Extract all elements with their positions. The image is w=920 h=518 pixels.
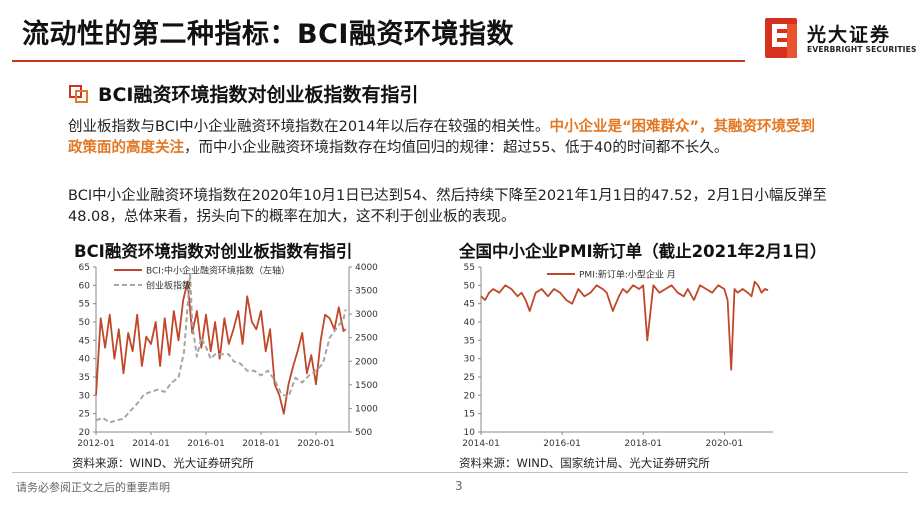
y-tick-label: 50 bbox=[464, 281, 476, 291]
footer-divider bbox=[12, 472, 908, 473]
y-right-tick-label: 3500 bbox=[355, 287, 378, 297]
y-tick-label: 20 bbox=[79, 428, 91, 438]
left-chart-heading: BCI融资环境指数对创业板指数有指引 bbox=[74, 242, 353, 261]
section-bullet-icon bbox=[69, 85, 88, 103]
paragraph-1-part1: 创业板指数与BCI中小企业融资环境指数在2014年以后存在较强的相关性。 bbox=[68, 119, 550, 135]
y-tick-label: 50 bbox=[79, 318, 91, 328]
pmi-chart: 10 15 20 25 30 35 40 45 50 55 2014-01 2016-01 2018-0… bbox=[462, 263, 773, 449]
y-right-tick-label: 4000 bbox=[355, 263, 378, 273]
x-tick-label: 2012-01 bbox=[77, 439, 115, 449]
paragraph-1: 创业板指数与BCI中小企业融资环境指数在2014年以后存在较强的相关性。中小企业… bbox=[68, 117, 828, 159]
y-tick-label: 15 bbox=[464, 410, 475, 420]
y-tick-label: 45 bbox=[79, 336, 90, 346]
y-tick-label: 25 bbox=[79, 410, 90, 420]
legend: PMI:新订单:小型企业 月 bbox=[547, 269, 676, 281]
y-right-tick-label: 500 bbox=[355, 428, 372, 438]
section-title: BCI融资环境指数对创业板指数有指引 bbox=[98, 84, 419, 106]
left-chart-source: 资料来源：WIND、光大证券研究所 bbox=[72, 456, 254, 470]
legend-label: BCI:中小企业融资环境指数（左轴） bbox=[146, 265, 290, 277]
y-tick-label: 20 bbox=[464, 391, 476, 401]
logo-name: 光大证券 bbox=[807, 24, 892, 46]
y-tick-label: 55 bbox=[464, 263, 475, 273]
everbright-logo-icon bbox=[765, 18, 797, 58]
y-tick-label: 45 bbox=[464, 300, 475, 310]
page-number: 3 bbox=[455, 479, 463, 493]
y-tick-label: 60 bbox=[79, 281, 91, 291]
x-tick-label: 2018-01 bbox=[242, 439, 280, 449]
y-tick-label: 40 bbox=[79, 355, 91, 365]
y-tick-label: 55 bbox=[79, 300, 90, 310]
y-right-tick-label: 1500 bbox=[355, 381, 378, 391]
title-divider bbox=[12, 60, 745, 62]
logo-english: EVERBRIGHT SECURITIES bbox=[807, 45, 917, 54]
right-chart-source: 资料来源：WIND、国家统计局、光大证券研究所 bbox=[459, 456, 710, 470]
paragraph-1-highlight: 中小企业是“困难群众”，其融资环境受到政策面的高度关注 bbox=[68, 119, 816, 156]
right-chart-heading: 全国中小企业PMI新订单（截止2021年2月1日） bbox=[459, 242, 827, 261]
series-line-1 bbox=[95, 273, 347, 424]
paragraph-2: BCI中小企业融资环境指数在2020年10月1日已达到54、然后持续下降至202… bbox=[68, 188, 827, 225]
legend: BCI:中小企业融资环境指数（左轴） 创业板指数 bbox=[114, 265, 290, 292]
footer-disclaimer: 请务必参阅正文之后的重要声明 bbox=[16, 481, 170, 494]
series-line-0 bbox=[480, 280, 769, 371]
x-tick-label: 2018-01 bbox=[624, 439, 662, 449]
series-line-0 bbox=[95, 280, 347, 415]
x-tick-label: 2020-01 bbox=[706, 439, 744, 449]
legend-label: 创业板指数 bbox=[146, 280, 191, 292]
paragraph-1-part2: ，而中小企业融资环境指数存在均值回归的规律：超过55、低于40的时间都不长久。 bbox=[184, 140, 729, 156]
y-tick-label: 40 bbox=[464, 318, 476, 328]
x-tick-label: 2014-01 bbox=[132, 439, 170, 449]
page-title: 流动性的第二种指标：BCI融资环境指数 bbox=[22, 19, 514, 50]
y-right-tick-label: 1000 bbox=[355, 404, 378, 414]
bci-chart: 20 25 30 35 40 45 50 55 60 65 500 1000 1500 2000 2500 3… bbox=[77, 263, 378, 449]
x-tick-label: 2016-01 bbox=[187, 439, 225, 449]
y-right-tick-label: 2000 bbox=[355, 357, 378, 367]
x-tick-label: 2014-01 bbox=[462, 439, 500, 449]
x-tick-label: 2020-01 bbox=[297, 439, 335, 449]
y-tick-label: 10 bbox=[464, 428, 476, 438]
company-logo: 光大证券 EVERBRIGHT SECURITIES bbox=[763, 14, 916, 62]
y-tick-label: 65 bbox=[79, 263, 90, 273]
legend-label: PMI:新订单:小型企业 月 bbox=[579, 269, 676, 281]
y-tick-label: 35 bbox=[79, 373, 90, 383]
x-tick-label: 2016-01 bbox=[543, 439, 581, 449]
y-tick-label: 25 bbox=[464, 373, 475, 383]
y-right-tick-label: 3000 bbox=[355, 310, 378, 320]
y-tick-label: 30 bbox=[464, 355, 476, 365]
y-tick-label: 35 bbox=[464, 336, 475, 346]
y-tick-label: 30 bbox=[79, 391, 91, 401]
y-right-tick-label: 2500 bbox=[355, 334, 378, 344]
